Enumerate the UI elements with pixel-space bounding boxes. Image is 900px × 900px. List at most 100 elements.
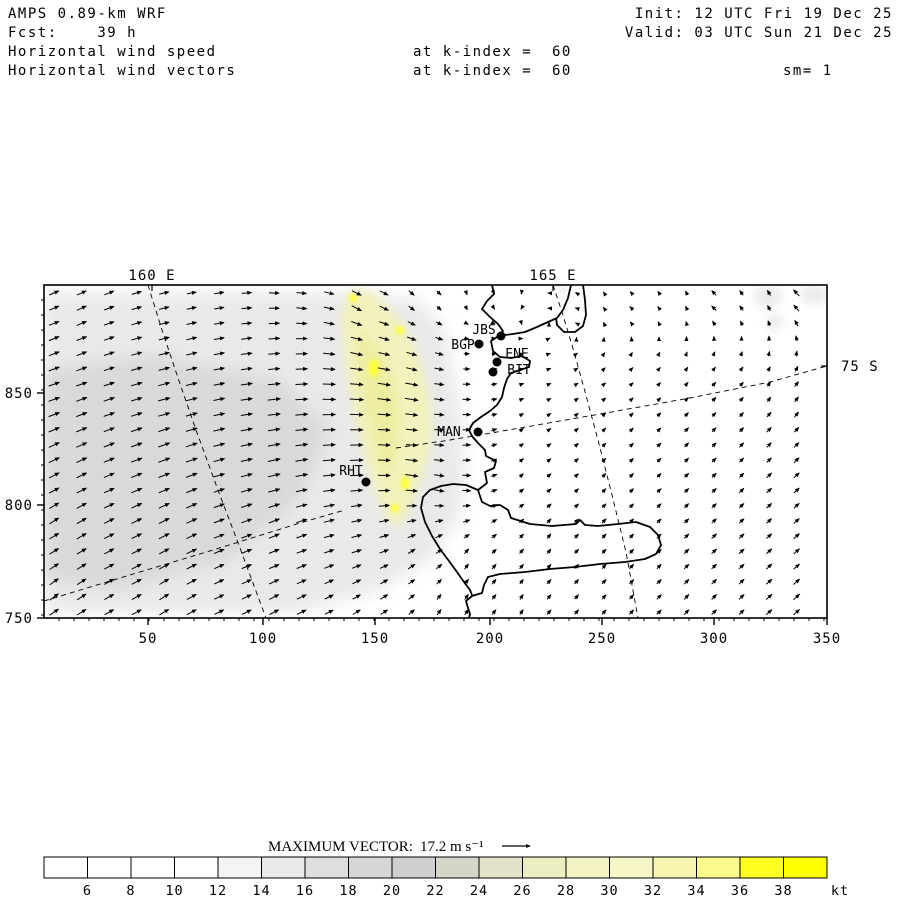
colorbar-cell xyxy=(130,856,175,879)
wind-arrow xyxy=(738,487,745,494)
wind-arrow xyxy=(324,594,334,600)
station-dot-bit xyxy=(488,367,498,377)
wind-arrow xyxy=(656,579,662,585)
wind-arrow xyxy=(656,472,662,478)
wind-arrow xyxy=(546,563,552,570)
station-label-jbs: JBS xyxy=(472,323,495,338)
wind-arrow xyxy=(296,579,307,585)
wind-arrow xyxy=(104,305,115,311)
colorbar-label: 12 xyxy=(209,883,227,899)
shade-yellow-mid xyxy=(356,330,400,480)
wind-arrow xyxy=(49,532,60,540)
wind-arrow xyxy=(794,319,799,327)
wind-arrow xyxy=(601,518,607,524)
wind-arrow xyxy=(158,427,171,433)
colorbar-cell xyxy=(87,856,132,879)
wind-arrow xyxy=(464,593,469,600)
wind-arrow xyxy=(76,517,87,525)
x-tick-label: 350 xyxy=(813,631,841,647)
wind-arrow xyxy=(490,320,496,325)
colorbar-label: 14 xyxy=(252,883,270,899)
wind-arrow xyxy=(104,578,115,585)
wind-arrow xyxy=(185,457,198,463)
wind-arrow xyxy=(295,473,309,478)
wind-arrow xyxy=(711,290,717,296)
wind-arrow xyxy=(378,367,391,372)
shade-gray-spot xyxy=(556,285,570,293)
valid-time: Valid: 03 UTC Sun 21 Dec 25 xyxy=(624,25,893,41)
wind-arrow xyxy=(380,594,389,600)
colorbar-label: 38 xyxy=(774,883,792,899)
colorbar-cell xyxy=(696,856,741,879)
wind-arrow xyxy=(491,382,498,387)
wind-arrow xyxy=(794,411,800,418)
shade-gray-spot xyxy=(800,286,827,304)
wind-arrow xyxy=(793,518,800,524)
wind-arrow xyxy=(546,473,552,479)
wind-arrow xyxy=(130,442,143,448)
wind-arrow xyxy=(159,593,170,601)
wind-arrow xyxy=(158,366,171,371)
wind-arrow xyxy=(574,548,580,554)
wind-arrow xyxy=(629,291,635,297)
wind-arrow xyxy=(711,609,717,615)
lon-label: 160 E xyxy=(128,268,175,284)
wind-arrow xyxy=(214,579,225,585)
colorbar-cell xyxy=(478,856,523,879)
map-border xyxy=(43,284,828,619)
wind-arrow xyxy=(379,518,390,523)
wind-arrow xyxy=(435,321,443,326)
wind-arrow xyxy=(656,503,662,509)
wind-arrow xyxy=(268,533,280,539)
wind-arrow xyxy=(408,290,415,296)
colorbar-label: 24 xyxy=(470,883,488,899)
wind-arrow xyxy=(628,488,634,494)
shade-yellow-max xyxy=(401,476,409,490)
wind-arrow xyxy=(629,503,635,509)
wind-arrow xyxy=(213,548,225,554)
wind-arrow xyxy=(602,306,608,312)
wind-arrow xyxy=(711,548,717,555)
wind-arrow xyxy=(491,473,498,478)
wind-arrow xyxy=(684,457,690,463)
wind-arrow xyxy=(546,503,552,509)
wind-arrow xyxy=(104,609,115,616)
wind-arrow xyxy=(574,307,581,312)
wind-arrow xyxy=(379,549,390,554)
wind-arrow xyxy=(352,609,361,615)
shade-yellow-max xyxy=(391,504,399,512)
wind-arrow xyxy=(48,412,61,418)
station-label-bgp: BGP xyxy=(451,338,475,353)
wind-arrow xyxy=(793,442,800,448)
wind-arrow xyxy=(491,428,498,433)
max-vector-label: MAXIMUM VECTOR: xyxy=(268,839,413,855)
wind-arrow xyxy=(241,594,252,600)
wind-arrow xyxy=(351,305,363,312)
wind-arrow xyxy=(186,321,198,326)
wind-arrow xyxy=(241,290,253,296)
wind-arrow xyxy=(600,352,606,358)
station-label-bit: BIT xyxy=(507,363,531,378)
wind-arrow xyxy=(546,458,552,463)
wind-arrow xyxy=(213,381,226,386)
wind-arrow xyxy=(711,578,717,585)
wind-arrow xyxy=(323,321,335,326)
wind-arrow xyxy=(601,579,607,585)
wind-arrow xyxy=(463,519,471,524)
wind-arrow xyxy=(404,397,419,402)
wind-arrow xyxy=(186,563,198,570)
wind-arrow xyxy=(377,427,391,432)
wind-arrow xyxy=(655,366,661,373)
wind-arrow xyxy=(214,306,225,311)
x-tick-label: 150 xyxy=(361,631,389,647)
wind-arrow xyxy=(268,488,281,493)
wind-arrow xyxy=(267,381,281,387)
wind-arrow xyxy=(601,412,607,418)
wind-arrow xyxy=(130,381,143,387)
wind-arrow xyxy=(131,548,143,555)
wind-arrow xyxy=(738,472,745,478)
wind-arrow xyxy=(793,487,800,494)
wind-arrow xyxy=(377,397,392,402)
wind-arrow xyxy=(323,351,336,357)
wind-arrow xyxy=(268,366,281,371)
